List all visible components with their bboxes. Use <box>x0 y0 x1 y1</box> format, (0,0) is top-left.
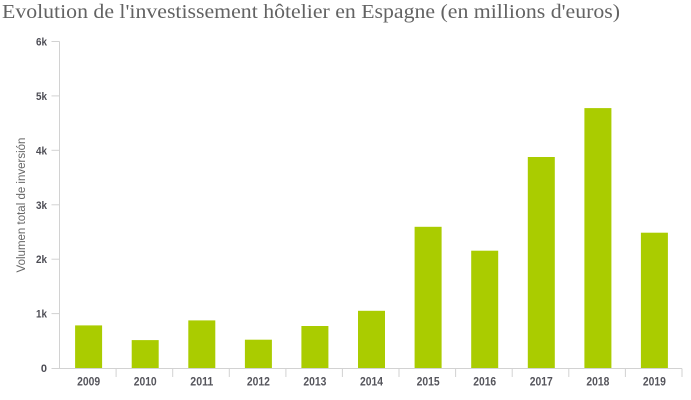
svg-text:3k: 3k <box>36 200 48 212</box>
svg-text:0: 0 <box>41 363 47 375</box>
svg-text:2011: 2011 <box>190 375 213 389</box>
svg-text:6k: 6k <box>36 37 48 49</box>
svg-text:2017: 2017 <box>530 375 553 389</box>
svg-text:2010: 2010 <box>134 375 157 389</box>
svg-text:2016: 2016 <box>473 375 496 389</box>
svg-text:2k: 2k <box>36 254 48 266</box>
svg-text:2019: 2019 <box>643 375 666 389</box>
svg-text:4k: 4k <box>36 145 48 157</box>
svg-text:2018: 2018 <box>586 375 609 389</box>
svg-text:5k: 5k <box>36 91 48 103</box>
svg-text:Volumen total de inversión: Volumen total de inversión <box>16 138 28 273</box>
svg-text:1k: 1k <box>36 309 48 321</box>
svg-text:2015: 2015 <box>417 375 440 389</box>
svg-text:Evolution de l'investissement: Evolution de l'investissement hôtelier e… <box>2 1 620 23</box>
svg-text:2009: 2009 <box>77 375 100 389</box>
svg-text:2014: 2014 <box>360 375 383 389</box>
svg-text:2012: 2012 <box>247 375 270 389</box>
svg-text:2013: 2013 <box>303 375 326 389</box>
